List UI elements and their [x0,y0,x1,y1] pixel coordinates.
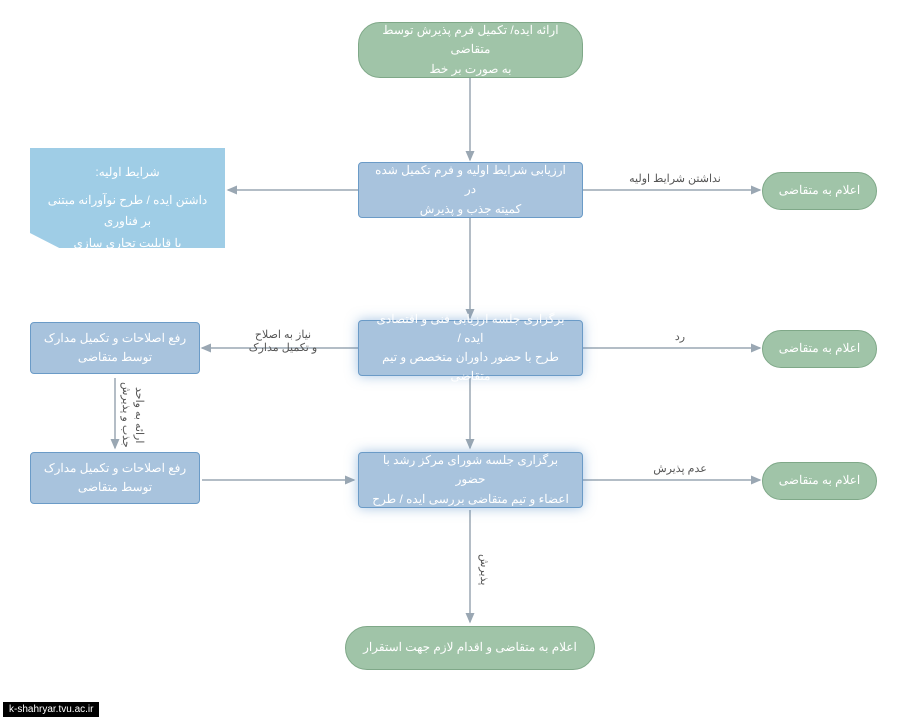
node-notify1-text: اعلام به متقاضی [779,181,861,200]
node-fix2: رفع اصلاحات و تکمیل مدارک توسط متقاضی [30,452,200,504]
node-notify2: اعلام به متقاضی [762,330,877,368]
node-notify3: اعلام به متقاضی [762,462,877,500]
node-eval2: برگزاری جلسه ارزیابی فنی و اقتصادی ایده … [358,320,583,376]
node-end: اعلام به متقاضی و اقدام لازم جهت استقرار [345,626,595,670]
node-fix1-text: رفع اصلاحات و تکمیل مدارک توسط متقاضی [44,329,186,367]
node-notify2-text: اعلام به متقاضی [779,339,861,358]
node-eval3-text: برگزاری جلسه شورای مرکز رشد با حضور اعضا… [371,451,570,509]
watermark: k-shahryar.tvu.ac.ir [3,702,99,717]
info-box: شرایط اولیه: داشتن ایده / طرح نوآورانه م… [30,148,225,248]
node-eval2-text: برگزاری جلسه ارزیابی فنی و اقتصادی ایده … [371,310,570,387]
info-body: داشتن ایده / طرح نوآورانه مبتنی بر فناور… [46,190,209,255]
node-end-text: اعلام به متقاضی و اقدام لازم جهت استقرار [363,638,577,657]
node-fix1: رفع اصلاحات و تکمیل مدارک توسط متقاضی [30,322,200,374]
node-start: ارائه ایده/ تکمیل فرم پذیرش توسط متقاضی … [358,22,583,78]
node-notify3-text: اعلام به متقاضی [779,471,861,490]
label-need-fix: نیاز به اصلاح و تکمیل مدارک [218,328,348,354]
label-no-initial: نداشتن شرایط اولیه [610,172,740,185]
label-resubmit: ارائه به واحد جذب و پذیرش [120,380,146,450]
node-fix2-text: رفع اصلاحات و تکمیل مدارک توسط متقاضی [44,459,186,497]
info-title: شرایط اولیه: [46,162,209,184]
node-eval1-text: ارزیابی شرایط اولیه و فرم تکمیل شده در ک… [371,161,570,219]
node-eval1: ارزیابی شرایط اولیه و فرم تکمیل شده در ک… [358,162,583,218]
label-reject: رد [650,330,710,343]
label-not-accept: عدم پذیرش [630,462,730,475]
node-start-text: ارائه ایده/ تکمیل فرم پذیرش توسط متقاضی … [371,21,570,79]
label-accept: پذیرش [478,540,491,600]
watermark-text: k-shahryar.tvu.ac.ir [9,704,93,715]
node-eval3: برگزاری جلسه شورای مرکز رشد با حضور اعضا… [358,452,583,508]
node-notify1: اعلام به متقاضی [762,172,877,210]
